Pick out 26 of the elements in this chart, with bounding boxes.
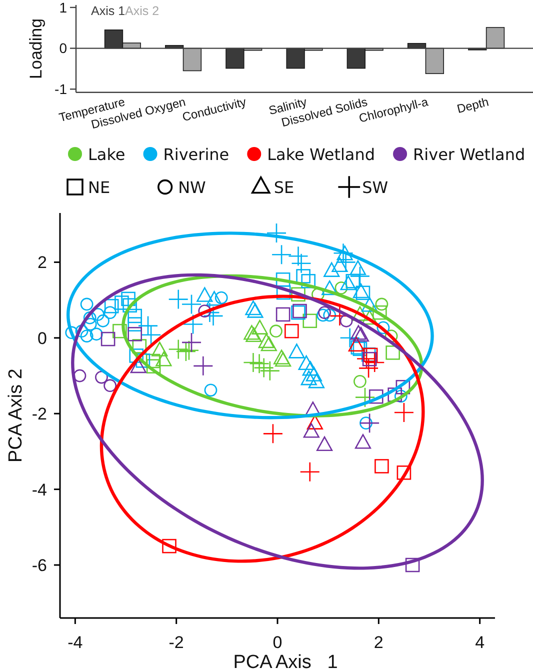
x-tick-label: -2: [168, 633, 184, 652]
x-tick-label: Depth: [456, 94, 490, 116]
y-axis-title: PCA Axis 2: [6, 368, 26, 462]
legend-label: Lake Wetland: [267, 144, 376, 164]
y-tick-label: -6: [32, 556, 47, 575]
x-tick-label: 2: [374, 633, 384, 652]
y-tick-label: -2: [32, 404, 47, 424]
y-tick-label: 0: [59, 40, 68, 56]
legend-label: Riverine: [163, 144, 230, 164]
text: NE: [88, 178, 110, 197]
x-axis-title: PCA Axis 1: [233, 652, 338, 672]
y-axis-title: Loading: [26, 18, 46, 79]
text: SE: [274, 178, 294, 197]
series-label: Axis 1: [91, 4, 126, 18]
x-tick-label: 0: [272, 633, 282, 652]
y-tick-label: 0: [38, 328, 47, 348]
y-tick-label: -4: [32, 480, 47, 500]
y-tick-label: 1: [59, 0, 68, 16]
y-tick-label: -1: [54, 81, 68, 98]
legend-label: River Wetland: [413, 144, 526, 164]
x-tick-label: 4: [475, 633, 485, 652]
text: SW: [362, 178, 388, 197]
legend-label: Lake: [88, 144, 126, 164]
text: NW: [178, 178, 206, 197]
y-tick-label: 2: [38, 253, 47, 272]
series-label: Axis 2: [125, 4, 160, 18]
